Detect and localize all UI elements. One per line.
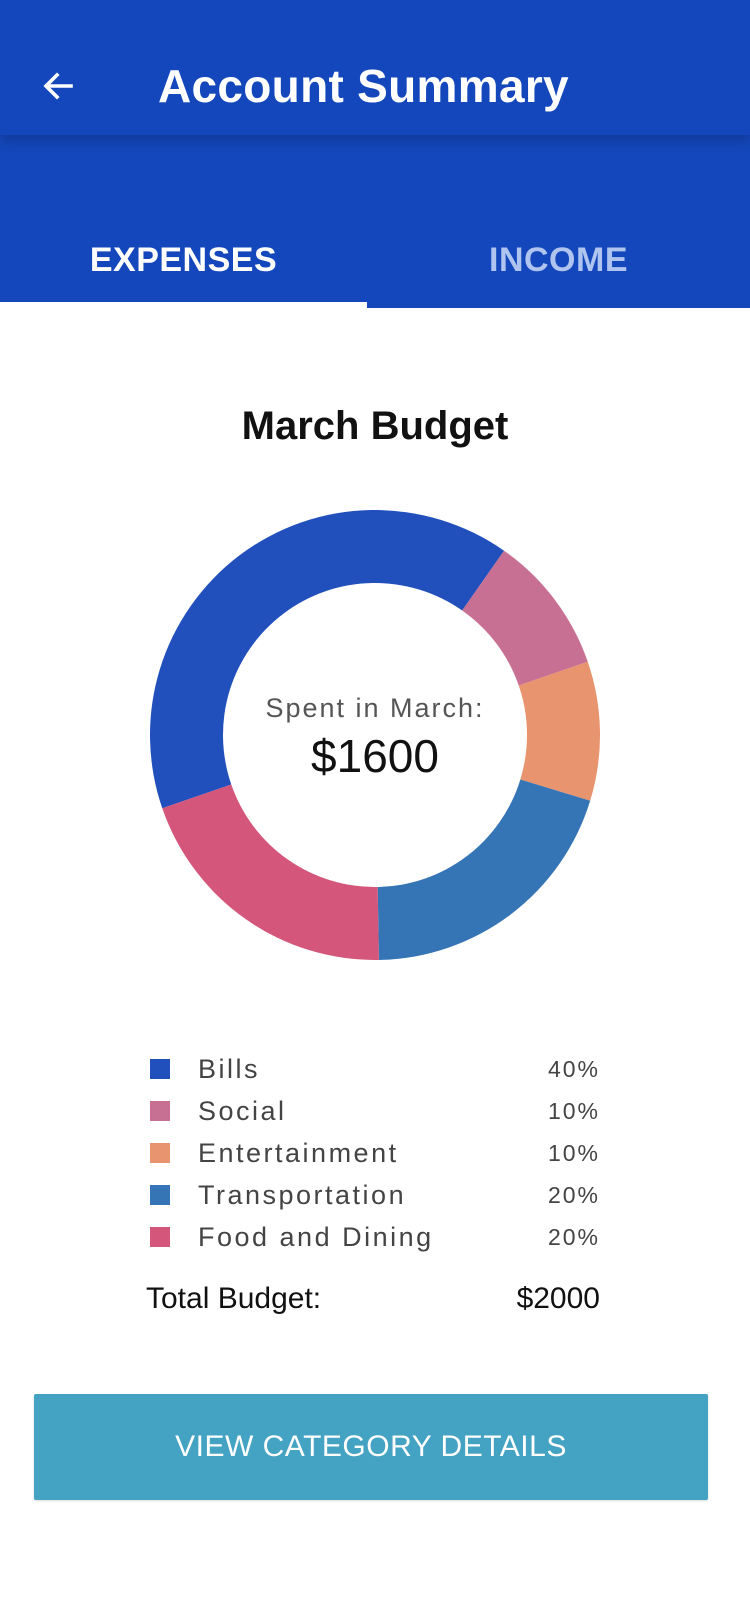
legend-label: Transportation — [198, 1180, 407, 1210]
chart-title: March Budget — [241, 404, 509, 448]
tab-income[interactable]: INCOME — [489, 241, 628, 279]
donut-slice-food-and-dining — [162, 784, 379, 960]
view-category-details-button[interactable]: VIEW CATEGORY DETAILS — [34, 1394, 708, 1500]
donut-slice-bills — [150, 510, 505, 809]
page-title: Account Summary — [158, 60, 569, 112]
legend-percent: 40% — [547, 1056, 600, 1082]
donut-slice-transportation — [377, 779, 591, 960]
spent-value: $1600 — [311, 730, 439, 782]
donut-slice-social — [462, 550, 588, 686]
legend-label: Entertainment — [198, 1138, 399, 1168]
legend-label: Food and Dining — [198, 1222, 434, 1252]
arrow-left-icon — [43, 72, 73, 100]
legend-swatch — [150, 1101, 170, 1121]
total-budget-row: Total Budget: $2000 — [146, 1275, 600, 1323]
legend-item-bills: Bills 40% — [150, 1048, 600, 1090]
legend-item-transportation: Transportation 20% — [150, 1174, 600, 1216]
total-budget-value: $2000 — [516, 1282, 600, 1315]
spent-label: Spent in March: — [265, 693, 485, 723]
tab-indicator — [0, 302, 367, 308]
chart-legend: Bills 40% Social 10% Entertainment 10% T… — [150, 1048, 600, 1258]
legend-percent: 10% — [547, 1098, 600, 1124]
legend-swatch — [150, 1143, 170, 1163]
legend-percent: 10% — [547, 1140, 600, 1166]
legend-percent: 20% — [547, 1182, 600, 1208]
tab-expenses[interactable]: EXPENSES — [89, 241, 278, 279]
legend-swatch — [150, 1185, 170, 1205]
tab-bar: EXPENSES INCOME — [0, 135, 750, 308]
legend-label: Bills — [198, 1054, 261, 1084]
donut-slice-entertainment — [518, 661, 600, 801]
legend-label: Social — [198, 1096, 287, 1126]
legend-item-food-and-dining: Food and Dining 20% — [150, 1216, 600, 1258]
legend-swatch — [150, 1059, 170, 1079]
donut-chart: Spent in March: $1600 — [150, 510, 600, 960]
back-button[interactable] — [30, 58, 86, 114]
donut-chart-svg — [150, 510, 600, 960]
legend-swatch — [150, 1227, 170, 1247]
legend-item-social: Social 10% — [150, 1090, 600, 1132]
total-budget-label: Total Budget: — [146, 1282, 322, 1315]
app-bar: Account Summary — [0, 0, 750, 135]
legend-percent: 20% — [547, 1224, 600, 1250]
legend-item-entertainment: Entertainment 10% — [150, 1132, 600, 1174]
